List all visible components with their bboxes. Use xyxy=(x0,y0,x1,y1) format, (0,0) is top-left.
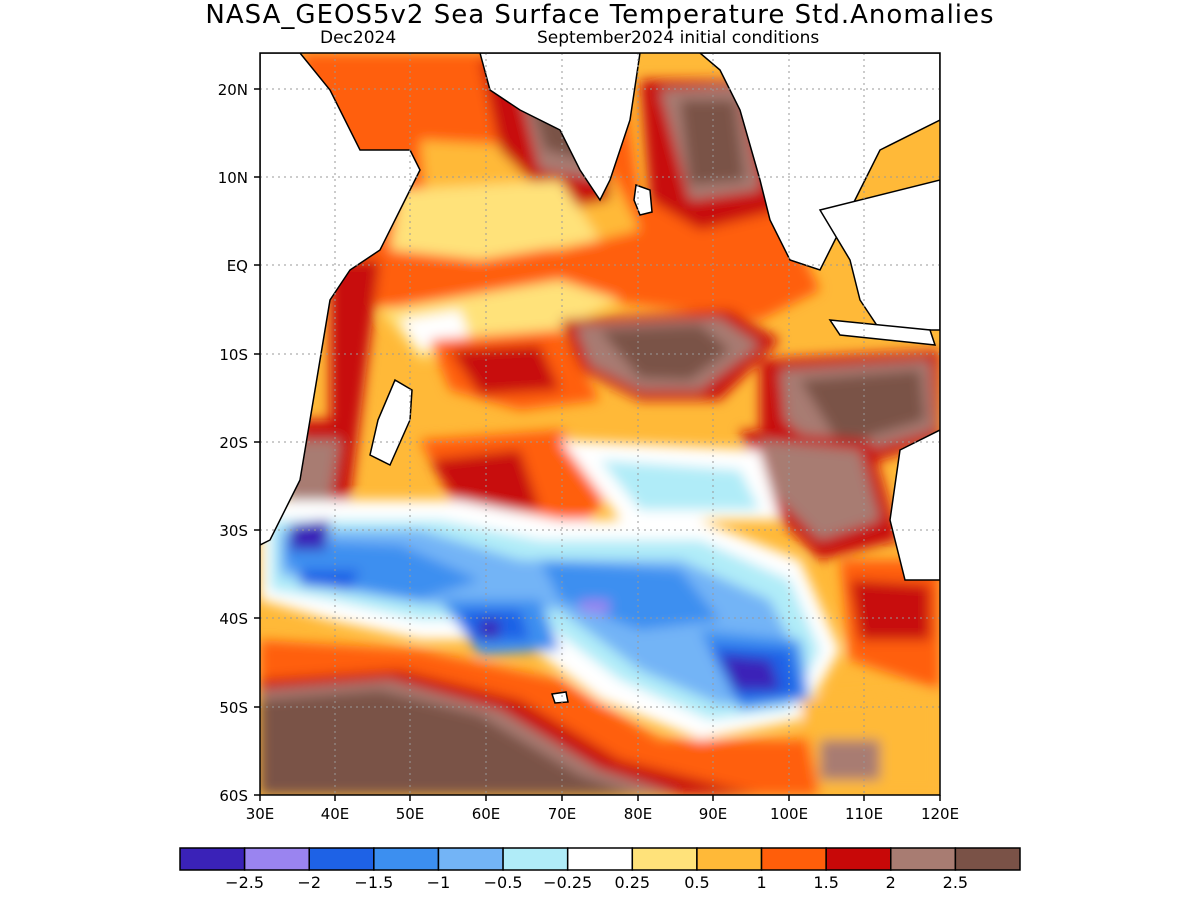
lat-tick-labels: 20N 10N EQ 10S 20S 30S 40S 50S 60S xyxy=(218,81,248,805)
lat-label-10n: 10N xyxy=(218,169,248,187)
colorbar-label-10: 2 xyxy=(886,873,896,892)
gridlines xyxy=(260,53,940,795)
map-title: NASA_GEOS5v2 Sea Surface Temperature Std… xyxy=(205,0,995,30)
landmasses xyxy=(260,53,940,704)
lon-label-120e: 120E xyxy=(921,805,959,823)
colorbar-label-3: −1 xyxy=(427,873,451,892)
lon-label-80e: 80E xyxy=(624,805,653,823)
colorbar-label-7: 0.5 xyxy=(684,873,709,892)
colorbar-label-4: −0.5 xyxy=(484,873,523,892)
lat-label-20n: 20N xyxy=(218,81,248,99)
colorbar-label-9: 1.5 xyxy=(813,873,838,892)
lat-label-40s: 40S xyxy=(219,610,248,628)
colorbar-swatch-1 xyxy=(243,847,310,871)
lon-tick-labels: 30E 40E 50E 60E 70E 80E 90E 100E 110E 12… xyxy=(246,805,959,823)
lon-label-50e: 50E xyxy=(396,805,425,823)
colorbar-label-1: −2 xyxy=(297,873,321,892)
colorbar-swatch-8 xyxy=(696,847,763,871)
lat-label-50s: 50S xyxy=(219,699,248,717)
colorbar-swatch-6 xyxy=(566,847,634,871)
forecast-month-label: Dec2024 xyxy=(320,28,397,48)
lon-label-100e: 100E xyxy=(770,805,808,823)
lon-label-90e: 90E xyxy=(699,805,728,823)
initial-conditions-label: September2024 initial conditions xyxy=(537,28,820,48)
lat-label-eq: EQ xyxy=(227,257,248,275)
lat-label-60s: 60S xyxy=(219,787,248,805)
lat-label-10s: 10S xyxy=(219,346,248,364)
colorbar-swatch-11 xyxy=(890,847,957,871)
lon-tick-marks xyxy=(259,795,941,801)
colorbar xyxy=(179,847,1021,871)
colorbar-swatch-5 xyxy=(502,847,569,871)
colorbar-swatch-10 xyxy=(825,847,892,871)
colorbar-label-11: 2.5 xyxy=(943,873,968,892)
colorbar-swatch-7 xyxy=(631,847,698,871)
colorbar-swatch-0 xyxy=(179,847,246,871)
colorbar-label-8: 1 xyxy=(756,873,766,892)
colorbar-swatch-3 xyxy=(373,847,440,871)
colorbar-swatch-12 xyxy=(954,847,1021,871)
colorbar-swatch-9 xyxy=(760,847,827,871)
lat-label-30s: 30S xyxy=(219,522,248,540)
lat-tick-marks xyxy=(254,88,260,796)
colorbar-label-2: −1.5 xyxy=(354,873,393,892)
plot-frame xyxy=(259,52,941,796)
colorbar-swatch-4 xyxy=(437,847,504,871)
lat-label-20s: 20S xyxy=(219,434,248,452)
colorbar-label-6: 0.25 xyxy=(614,873,650,892)
lon-label-60e: 60E xyxy=(472,805,501,823)
anomaly-field xyxy=(260,53,940,795)
lon-label-40e: 40E xyxy=(321,805,350,823)
lon-label-110e: 110E xyxy=(845,805,883,823)
lon-label-70e: 70E xyxy=(548,805,577,823)
lon-label-30e: 30E xyxy=(246,805,275,823)
colorbar-swatch-2 xyxy=(308,847,375,871)
colorbar-label-0: −2.5 xyxy=(225,873,264,892)
colorbar-label-5: −0.25 xyxy=(543,873,592,892)
colorbar-labels: −2.5 −2 −1.5 −1 −0.5 −0.25 0.25 0.5 1 1.5 2 2.5 xyxy=(225,873,968,892)
